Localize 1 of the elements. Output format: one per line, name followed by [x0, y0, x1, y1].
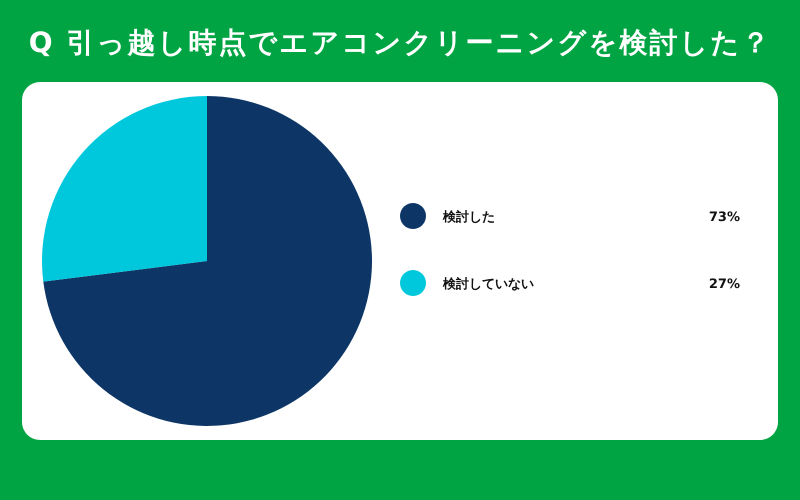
- title: Q 引っ越し時点でエアコンクリーニングを検討した？: [28, 26, 772, 59]
